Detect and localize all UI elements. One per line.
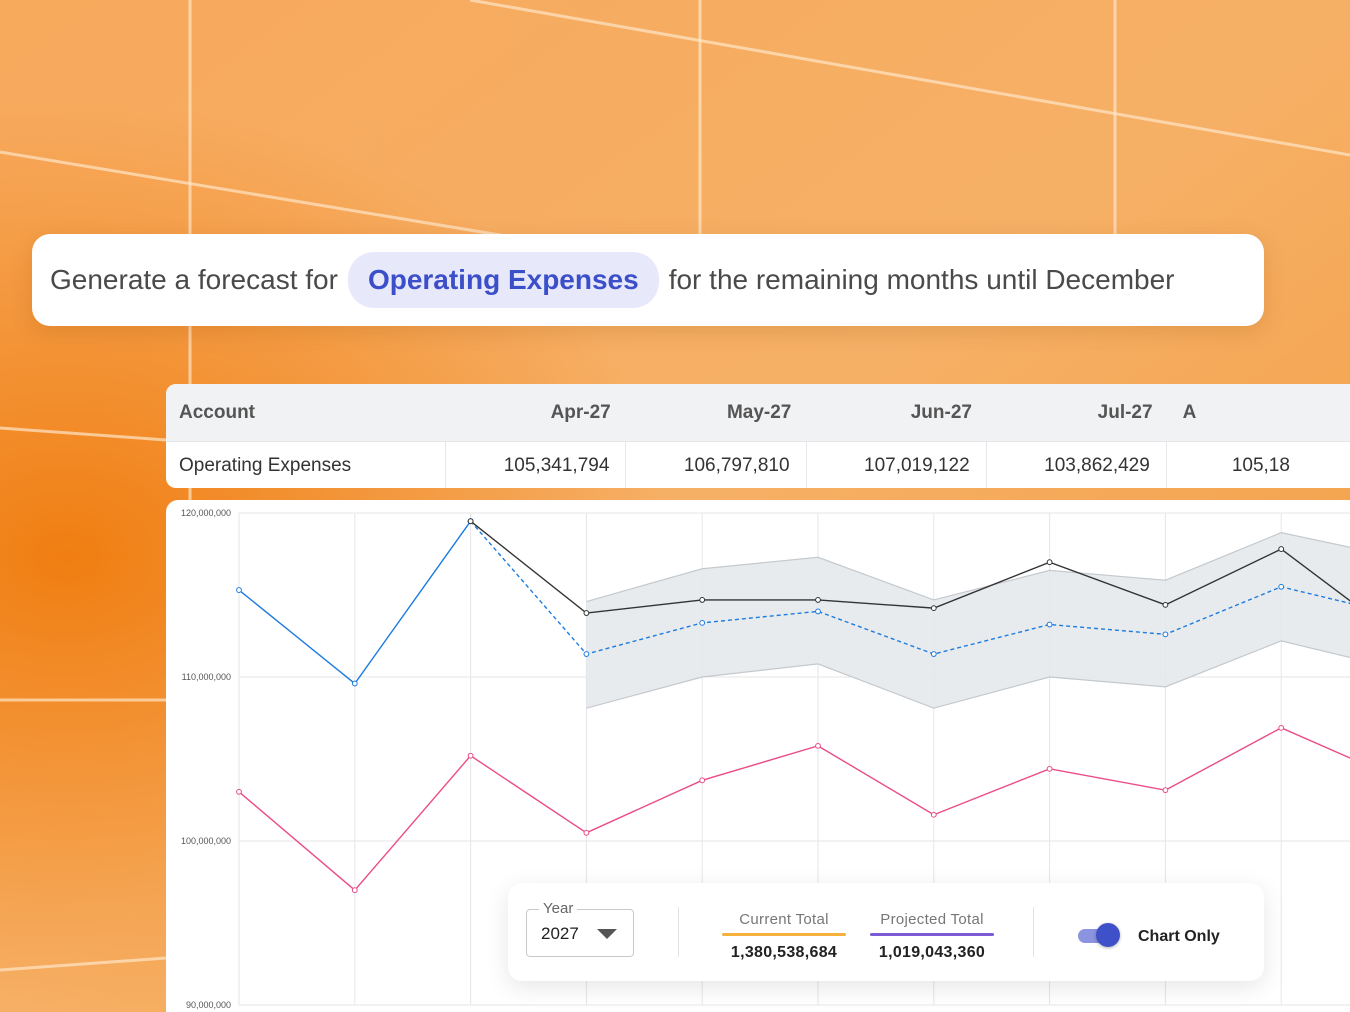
value-cell[interactable]: 106,797,810 [625, 442, 805, 488]
prompt-bar[interactable]: Generate a forecast for Operating Expens… [32, 234, 1264, 326]
value-cell[interactable]: 103,862,429 [985, 442, 1166, 488]
data-point [583, 651, 590, 657]
data-point [1162, 631, 1169, 638]
column-header-jun[interactable]: Jun-27 [910, 401, 972, 423]
data-point [1278, 583, 1285, 590]
series-line-pink [238, 727, 1350, 892]
prompt-suffix: for the remaining months until December [668, 264, 1175, 295]
column-header-jul[interactable]: Jul-27 [1097, 401, 1153, 423]
column-header-may[interactable]: May-27 [726, 401, 792, 423]
forecast-table: Account Apr-27 May-27 Jun-27 Jul-27 A Op… [166, 384, 1350, 488]
value-cell[interactable]: 107,019,122 [805, 442, 986, 488]
projected-total: Projected Total 1,019,043,360 [870, 911, 994, 962]
data-point [236, 587, 242, 593]
account-chip[interactable]: Operating Expenses [347, 252, 659, 308]
data-point [467, 752, 474, 759]
chart-only-label: Chart Only [1138, 928, 1220, 945]
account-cell: Operating Expenses [179, 455, 352, 476]
data-point [930, 651, 937, 657]
table-header: Account Apr-27 May-27 Jun-27 Jul-27 A [166, 384, 1350, 442]
table-row[interactable]: Operating Expenses 105,341,794 106,797,8… [166, 442, 1350, 488]
data-point [815, 608, 821, 615]
data-point [236, 788, 242, 795]
y-tick-label: 120,000,000 [181, 508, 231, 518]
data-point [467, 518, 474, 525]
data-point [1046, 559, 1053, 566]
data-point [351, 887, 358, 894]
projected-total-swatch [870, 933, 994, 936]
data-point [815, 597, 821, 603]
data-point [583, 829, 590, 836]
year-value: 2027 [541, 924, 579, 943]
data-point [1278, 546, 1285, 552]
divider [1033, 907, 1034, 957]
column-header-account[interactable]: Account [179, 401, 255, 423]
data-point [1162, 601, 1169, 608]
data-point [930, 605, 937, 612]
caret-down-icon[interactable] [597, 929, 617, 939]
value-cell[interactable]: 105,341,794 [445, 442, 625, 488]
chart-controls: Year 2027 Current Total 1,380,538,684 Pr… [508, 883, 1264, 981]
year-label: Year [539, 900, 578, 917]
band-lower-line [586, 640, 1350, 709]
prompt-prefix: Generate a forecast for [50, 264, 338, 295]
data-point [699, 619, 706, 626]
data-point [930, 811, 937, 818]
value-cell[interactable]: 105,18 [1165, 442, 1350, 488]
current-total: Current Total 1,380,538,684 [722, 911, 846, 962]
y-tick-label: 90,000,000 [186, 1000, 231, 1010]
data-point [1046, 621, 1053, 628]
data-point [1162, 787, 1169, 794]
current-total-swatch [722, 933, 846, 936]
current-total-label: Current Total [739, 911, 829, 928]
data-point [815, 742, 821, 749]
data-point [699, 597, 706, 603]
data-point [1046, 765, 1053, 772]
projected-total-label: Projected Total [880, 911, 984, 928]
data-point [583, 610, 590, 616]
data-point [351, 680, 358, 687]
y-tick-label: 110,000,000 [182, 672, 231, 682]
data-point [699, 777, 706, 784]
confidence-band [586, 532, 1350, 709]
y-tick-label: 100,000,000 [181, 836, 231, 846]
divider [678, 907, 679, 957]
toggle-knob [1096, 923, 1120, 947]
current-total-value: 1,380,538,684 [730, 944, 838, 961]
column-header-aug[interactable]: A [1182, 401, 1197, 423]
data-point [1278, 724, 1285, 731]
column-header-apr[interactable]: Apr-27 [550, 401, 611, 423]
chart-only-toggle[interactable] [1078, 923, 1120, 949]
projected-total-value: 1,019,043,360 [878, 944, 986, 961]
year-select[interactable]: Year 2027 [526, 900, 634, 957]
